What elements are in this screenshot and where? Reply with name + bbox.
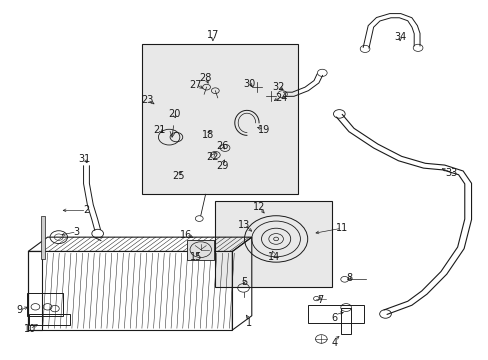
Bar bbox=[340, 307, 351, 334]
Text: 7: 7 bbox=[316, 295, 323, 305]
Text: 25: 25 bbox=[172, 171, 185, 181]
Bar bbox=[29, 314, 70, 325]
Text: 23: 23 bbox=[141, 95, 153, 105]
Text: 5: 5 bbox=[241, 277, 247, 287]
Bar bbox=[307, 305, 363, 323]
Bar bbox=[187, 240, 214, 260]
Text: 29: 29 bbox=[216, 161, 228, 171]
Text: 22: 22 bbox=[206, 152, 219, 162]
Text: 15: 15 bbox=[189, 252, 202, 262]
Text: 33: 33 bbox=[444, 168, 456, 178]
Text: 28: 28 bbox=[199, 73, 211, 83]
Text: 18: 18 bbox=[202, 130, 214, 140]
Text: 2: 2 bbox=[83, 205, 89, 215]
Bar bbox=[142, 44, 297, 194]
Text: 17: 17 bbox=[206, 30, 219, 40]
Text: 12: 12 bbox=[252, 202, 264, 212]
Text: 14: 14 bbox=[267, 252, 279, 262]
Text: 30: 30 bbox=[243, 78, 255, 89]
Bar bbox=[27, 293, 63, 316]
Text: 8: 8 bbox=[346, 273, 351, 283]
Text: 6: 6 bbox=[331, 312, 337, 323]
Text: 11: 11 bbox=[335, 223, 347, 233]
Text: 31: 31 bbox=[78, 154, 90, 163]
Bar bbox=[215, 202, 331, 287]
Bar bbox=[28, 251, 41, 330]
Text: 27: 27 bbox=[189, 80, 202, 90]
Text: 19: 19 bbox=[257, 125, 269, 135]
Text: 10: 10 bbox=[23, 324, 36, 334]
Text: 26: 26 bbox=[216, 141, 228, 151]
Text: 4: 4 bbox=[331, 338, 337, 347]
Text: 13: 13 bbox=[238, 220, 250, 230]
Text: 21: 21 bbox=[153, 125, 165, 135]
Bar bbox=[41, 216, 44, 258]
Text: 1: 1 bbox=[246, 318, 252, 328]
Text: 16: 16 bbox=[180, 230, 192, 240]
Text: 34: 34 bbox=[393, 32, 406, 42]
Text: 3: 3 bbox=[74, 227, 80, 237]
Text: 9: 9 bbox=[17, 305, 23, 315]
Bar bbox=[28, 251, 232, 330]
Text: 32: 32 bbox=[272, 82, 284, 92]
Text: 20: 20 bbox=[167, 109, 180, 119]
Text: 24: 24 bbox=[274, 93, 286, 103]
